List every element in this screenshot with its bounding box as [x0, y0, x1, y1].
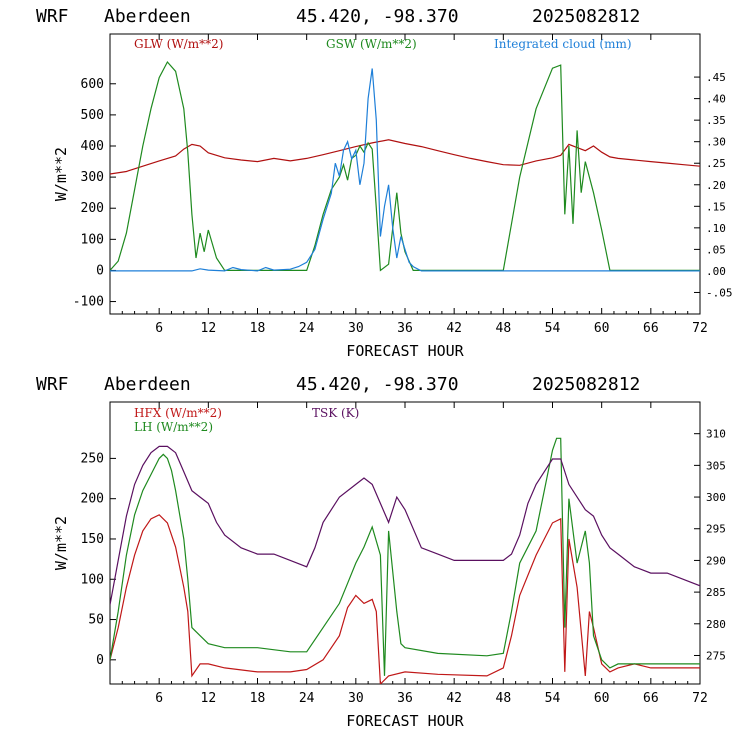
y-tick-label: 150 — [81, 532, 104, 547]
legend-entry: GSW (W/m**2) — [326, 37, 417, 51]
x-axis-label: FORECAST HOUR — [346, 712, 464, 730]
x-tick-label: 24 — [299, 691, 315, 706]
bottom-panel-header: WRF Aberdeen 45.420, -98.370 2025082812 — [36, 374, 640, 395]
series-line-2 — [110, 445, 700, 605]
legend-entry: TSK (K) — [312, 406, 359, 420]
series-line-0 — [110, 139, 700, 175]
x-tick-label: 24 — [299, 321, 315, 336]
y2-tick-label: 300 — [706, 491, 726, 504]
y2-tick-label: 275 — [706, 649, 726, 662]
y2-tick-label: .25 — [706, 157, 726, 170]
x-tick-label: 42 — [446, 691, 462, 706]
x-tick-label: 60 — [594, 691, 610, 706]
bottom-panel: 6 12 18 24 30 36 42 48 54 60 66 72 0 50 100 150 200 250 27… — [52, 401, 726, 730]
header-run: 2025082812 — [532, 374, 640, 395]
x-tick-label: 54 — [545, 691, 561, 706]
y-tick-label: 100 — [81, 572, 104, 587]
x-tick-label: 36 — [397, 691, 413, 706]
header-model: WRF — [36, 6, 69, 27]
header-coords: 45.420, -98.370 — [296, 6, 459, 27]
x-tick-label: 48 — [496, 691, 512, 706]
y-tick-label: 50 — [88, 613, 104, 628]
y2-tick-label: 305 — [706, 459, 726, 472]
x-tick-label: 48 — [496, 321, 512, 336]
header-station: Aberdeen — [104, 6, 191, 27]
y2-tick-label: .00 — [706, 265, 726, 278]
y-axis-label: W/m**2 — [52, 147, 70, 201]
header-coords: 45.420, -98.370 — [296, 374, 459, 395]
series-line-1 — [110, 60, 700, 272]
y-tick-label: 400 — [81, 139, 104, 154]
y2-tick-label: 290 — [706, 554, 726, 567]
header-station: Aberdeen — [104, 374, 191, 395]
x-tick-label: 66 — [643, 691, 659, 706]
header-run: 2025082812 — [532, 6, 640, 27]
top-panel-header: WRF Aberdeen 45.420, -98.370 2025082812 — [36, 6, 640, 27]
x-axis-label: FORECAST HOUR — [346, 342, 464, 360]
x-tick-label: 18 — [250, 321, 266, 336]
y2-tick-label: -.05 — [706, 286, 733, 299]
y-tick-label: 100 — [81, 232, 104, 247]
x-tick-label: 54 — [545, 321, 561, 336]
y2-tick-label: .15 — [706, 200, 726, 213]
y2-tick-label: 310 — [706, 428, 726, 441]
y-axis-label: W/m**2 — [52, 516, 70, 570]
y-tick-label: 500 — [81, 108, 104, 123]
y2-tick-label: .40 — [706, 93, 726, 106]
y-tick-label: 200 — [81, 201, 104, 216]
x-tick-label: 30 — [348, 691, 364, 706]
series-line-0 — [110, 514, 700, 684]
legend-entry: Integrated cloud (mm) — [494, 37, 632, 51]
y2-tick-label: .35 — [706, 114, 726, 127]
y2-tick-label: .10 — [706, 222, 726, 235]
y2-tick-label: .45 — [706, 71, 726, 84]
legend-entry: HFX (W/m**2) — [134, 406, 222, 420]
y-tick-label: -100 — [73, 295, 104, 310]
y-tick-label: 200 — [81, 492, 104, 507]
y2-tick-label: .20 — [706, 179, 726, 192]
y-tick-label: 250 — [81, 451, 104, 466]
y2-tick-label: .30 — [706, 136, 726, 149]
series-line-2 — [110, 68, 700, 272]
y2-tick-label: 295 — [706, 523, 726, 536]
legend-entry: LH (W/m**2) — [134, 420, 213, 434]
x-tick-label: 6 — [155, 321, 163, 336]
header-model: WRF — [36, 374, 69, 395]
y2-tick-label: 285 — [706, 586, 726, 599]
x-tick-label: 12 — [201, 691, 217, 706]
y2-tick-label: .05 — [706, 243, 726, 256]
x-tick-label: 18 — [250, 691, 266, 706]
x-tick-label: 72 — [692, 691, 708, 706]
plot-frame — [109, 401, 701, 685]
plot-frame — [109, 33, 701, 315]
x-tick-label: 36 — [397, 321, 413, 336]
series-line-1 — [110, 437, 700, 676]
y-tick-label: 0 — [96, 653, 104, 668]
x-tick-label: 66 — [643, 321, 659, 336]
x-tick-label: 30 — [348, 321, 364, 336]
x-tick-label: 60 — [594, 321, 610, 336]
y2-tick-label: 280 — [706, 618, 726, 631]
x-tick-label: 12 — [201, 321, 217, 336]
top-panel: 6 12 18 24 30 36 42 48 54 60 66 72 -100 0 100 200 300 400… — [52, 33, 733, 360]
legend-entry: GLW (W/m**2) — [134, 37, 223, 51]
y-tick-label: 300 — [81, 170, 104, 185]
x-tick-label: 42 — [446, 321, 462, 336]
y-tick-label: 600 — [81, 77, 104, 92]
y-tick-label: 0 — [96, 263, 104, 278]
x-tick-label: 6 — [155, 691, 163, 706]
x-tick-label: 72 — [692, 321, 708, 336]
